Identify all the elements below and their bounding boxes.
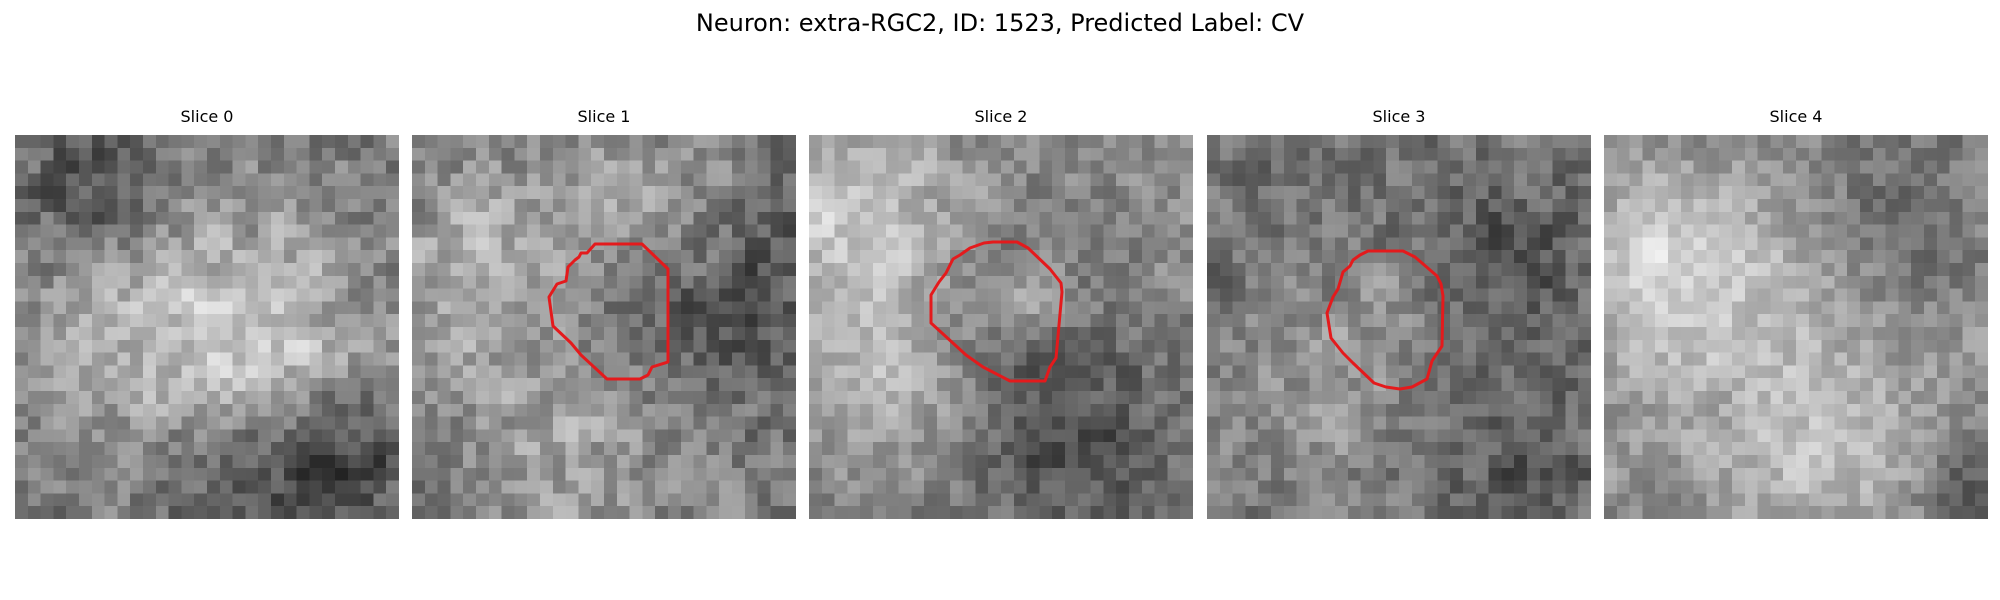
slice-image (1207, 135, 1591, 519)
slice-title: Slice 4 (1769, 107, 1823, 126)
slice-title: Slice 3 (1372, 107, 1426, 126)
slice-panel-2: Slice 2 (809, 107, 1193, 519)
slice-panel-0: Slice 0 (15, 107, 399, 519)
slice-image (412, 135, 796, 519)
slice-title: Slice 2 (974, 107, 1028, 126)
slice-image (809, 135, 1193, 519)
slice-image (15, 135, 399, 519)
slice-panel-4: Slice 4 (1604, 107, 1988, 519)
slice-image (1604, 135, 1988, 519)
slice-title: Slice 1 (577, 107, 631, 126)
slice-panel-3: Slice 3 (1207, 107, 1591, 519)
figure-title: Neuron: extra-RGC2, ID: 1523, Predicted … (695, 9, 1305, 37)
slice-panel-1: Slice 1 (412, 107, 796, 519)
slice-title: Slice 0 (180, 107, 234, 126)
